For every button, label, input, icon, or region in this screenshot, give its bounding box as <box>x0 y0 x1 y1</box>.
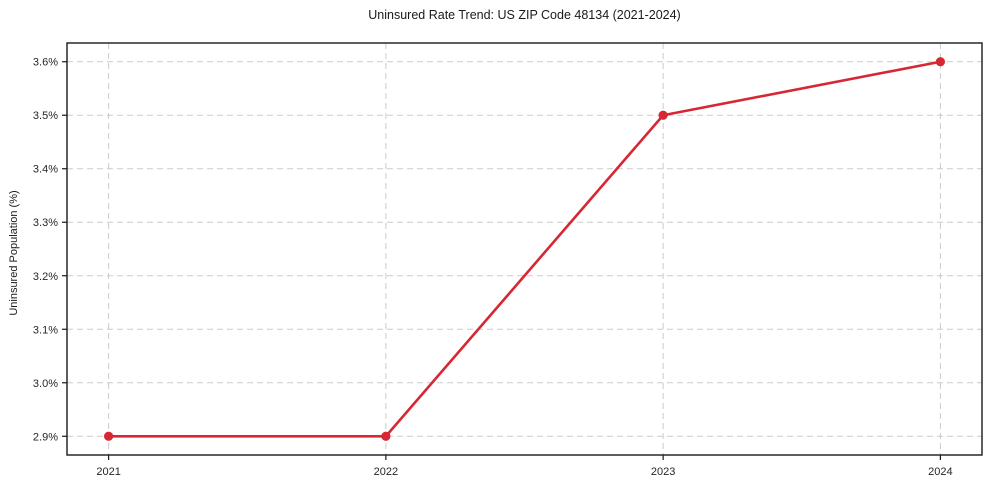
y-tick-label: 3.6% <box>33 57 58 69</box>
x-tick-label: 2023 <box>651 466 675 478</box>
data-point <box>103 431 114 441</box>
trend-line <box>107 60 942 438</box>
y-tick-label: 3.0% <box>33 378 58 390</box>
y-tick-label: 3.3% <box>33 217 58 229</box>
data-point <box>658 110 668 120</box>
y-tick-label: 3.1% <box>33 324 58 336</box>
x-tick-label: 2022 <box>374 466 398 478</box>
y-tick-label: 3.2% <box>33 271 58 283</box>
data-point <box>935 57 946 67</box>
plot-border <box>66 42 983 456</box>
chart-title: Uninsured Rate Trend: US ZIP Code 48134 … <box>368 8 681 22</box>
x-tick-label: 2024 <box>928 466 952 478</box>
y-tick-label: 3.5% <box>33 110 58 122</box>
data-point <box>381 431 391 441</box>
y-tick-label: 3.4% <box>33 164 58 176</box>
x-tick-label: 2021 <box>96 466 120 478</box>
y-tick-label: 2.9% <box>33 431 58 443</box>
